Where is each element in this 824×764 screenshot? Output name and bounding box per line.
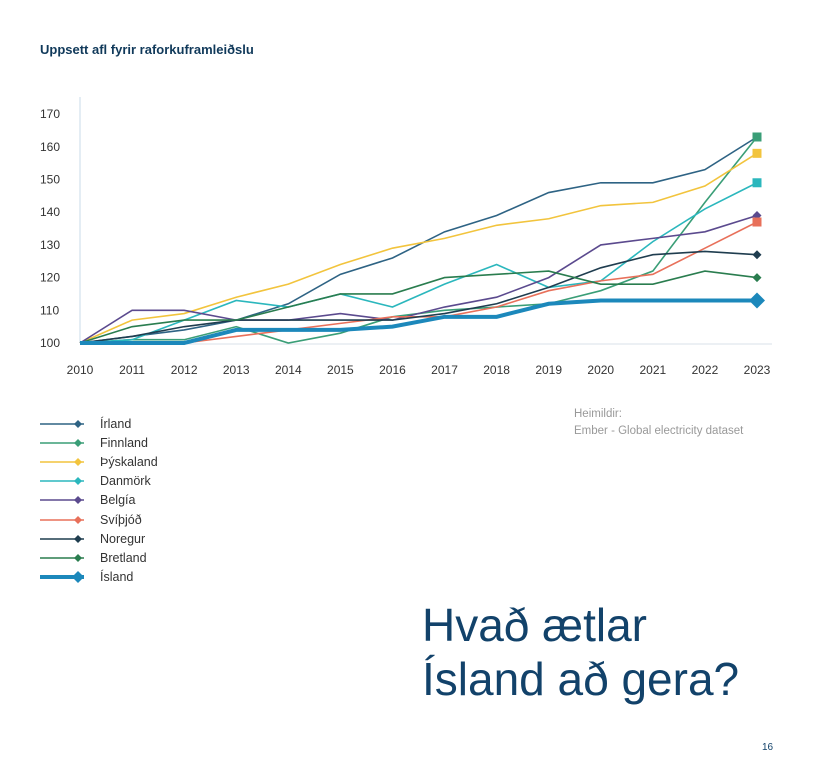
end-marker <box>752 132 762 142</box>
legend-swatch <box>40 534 84 543</box>
y-tick-label: 120 <box>40 271 60 285</box>
x-tick-label: 2014 <box>275 363 302 377</box>
x-tick-label: 2016 <box>379 363 406 377</box>
x-tick-label: 2018 <box>483 363 510 377</box>
y-tick-label: 140 <box>40 205 60 219</box>
end-marker <box>752 250 762 260</box>
x-tick-label: 2011 <box>119 363 145 377</box>
legend-swatch <box>40 553 84 562</box>
end-marker <box>749 292 765 309</box>
legend-item: Noregur <box>40 529 158 548</box>
end-marker <box>752 148 762 158</box>
legend-swatch <box>40 457 84 466</box>
series-line <box>79 250 758 344</box>
series-Danmörk <box>79 178 762 344</box>
series-Svíþjóð <box>80 217 762 344</box>
legend-marker <box>74 438 82 447</box>
legend-swatch <box>40 419 84 428</box>
legend-swatch <box>40 515 84 524</box>
y-tick-label: 160 <box>40 140 60 154</box>
chart-title: Uppsett afl fyrir raforkuframleiðslu <box>40 42 254 57</box>
x-tick-label: 2010 <box>67 363 94 377</box>
series-Noregur <box>79 250 762 344</box>
series-line <box>79 182 758 344</box>
legend-marker <box>74 534 82 543</box>
legend-swatch <box>40 477 84 486</box>
legend-swatch <box>40 571 84 584</box>
page-number: 16 <box>762 742 774 753</box>
y-tick-label: 170 <box>40 107 60 121</box>
y-tick-label: 100 <box>40 336 60 350</box>
legend-label: Svíþjóð <box>100 512 142 527</box>
end-marker <box>752 217 762 227</box>
end-marker <box>752 273 762 283</box>
headline-line-2: Ísland að gera? <box>422 653 740 705</box>
line-chart: 100 110 120 130 140 150 160 170 2010 2011 2012 2013… <box>40 97 772 377</box>
legend-swatch <box>40 438 84 447</box>
series-line <box>79 214 758 344</box>
legend-item: Írland <box>40 414 158 433</box>
x-tick-label: 2015 <box>327 363 354 377</box>
headline: Hvað ætlar Ísland að gera? <box>422 598 739 706</box>
y-tick-label: 130 <box>40 238 60 252</box>
x-tick-label: 2022 <box>692 363 719 377</box>
legend-item: Danmörk <box>40 472 158 491</box>
legend-marker <box>74 457 82 466</box>
legend-swatch <box>40 496 84 505</box>
series-Ísland <box>80 292 765 345</box>
x-tick-label: 2017 <box>431 363 458 377</box>
series-Þýskaland <box>79 148 762 344</box>
series-line <box>80 298 757 345</box>
legend-marker <box>74 477 82 486</box>
legend-item: Bretland <box>40 548 158 567</box>
legend-marker <box>74 419 82 428</box>
y-tick-label: 110 <box>40 303 59 317</box>
series-line <box>79 270 758 344</box>
legend-marker <box>72 571 84 584</box>
legend-item: Finnland <box>40 433 158 452</box>
legend-label: Bretland <box>100 550 147 565</box>
legend-item: Ísland <box>40 568 158 587</box>
legend-label: Írland <box>100 416 132 431</box>
legend-item: Belgía <box>40 491 158 510</box>
source-note: Heimildir: Ember - Global electricity da… <box>574 406 743 440</box>
x-tick-label: 2019 <box>535 363 562 377</box>
legend-marker <box>74 515 82 524</box>
legend-marker <box>74 553 82 562</box>
legend-label: Belgía <box>100 493 136 508</box>
legend-marker <box>74 496 82 505</box>
source-label: Heimildir: <box>574 408 622 420</box>
series-Bretland <box>79 270 762 344</box>
headline-line-1: Hvað ætlar <box>422 599 647 651</box>
series-line <box>79 136 758 344</box>
series-line <box>79 152 758 344</box>
legend-item: Þýskaland <box>40 452 158 471</box>
x-tick-label: 2021 <box>639 363 666 377</box>
legend-label: Finnland <box>100 435 148 450</box>
x-tick-label: 2012 <box>171 363 198 377</box>
source-text: Ember - Global electricity dataset <box>574 425 744 437</box>
x-tick-label: 2023 <box>744 363 771 377</box>
x-tick-label: 2020 <box>587 363 614 377</box>
x-tick-label: 2013 <box>223 363 250 377</box>
legend-item: Svíþjóð <box>40 510 158 529</box>
end-marker <box>752 178 762 188</box>
legend-label: Þýskaland <box>100 454 158 469</box>
y-tick-label: 150 <box>40 173 60 187</box>
legend-label: Danmörk <box>100 474 151 489</box>
legend: Írland Finnland Þýskaland Danmörk Belgía Svíþ… <box>40 414 158 587</box>
legend-label: Noregur <box>100 531 146 546</box>
legend-label: Ísland <box>100 570 134 585</box>
